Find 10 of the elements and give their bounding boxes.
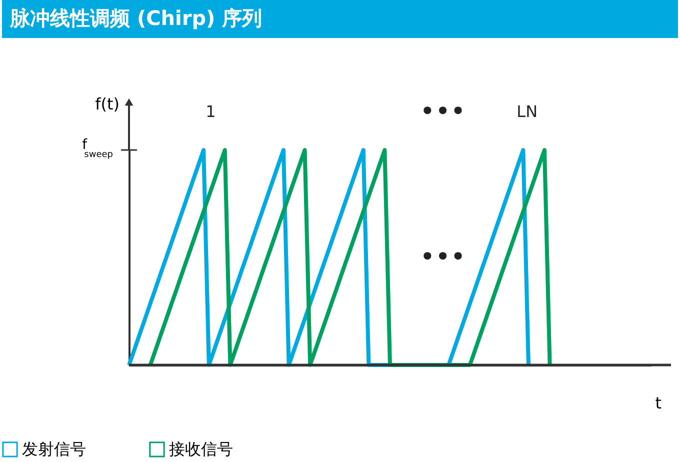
text: fsweep	[82, 137, 114, 160]
text: 1	[206, 102, 216, 121]
annotation: •••	[420, 242, 466, 272]
x-axis-title: t	[655, 394, 662, 412]
text: LN	[516, 102, 538, 121]
legend-label: 发射信号	[22, 439, 86, 458]
y-axis-title: f(t)	[95, 94, 120, 114]
chart-title: 脉冲线性调频 (Chirp) 序列	[9, 6, 262, 30]
legend-label: 接收信号	[169, 439, 233, 458]
text: •••	[420, 97, 466, 127]
